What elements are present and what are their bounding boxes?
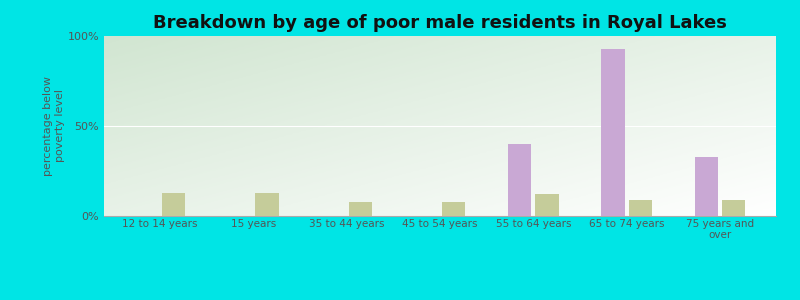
Bar <box>508 144 531 216</box>
Y-axis label: percentage below
poverty level: percentage below poverty level <box>43 76 65 176</box>
Bar <box>535 194 558 216</box>
Bar <box>694 157 718 216</box>
Title: Breakdown by age of poor male residents in Royal Lakes: Breakdown by age of poor male residents … <box>153 14 727 32</box>
Bar <box>255 193 278 216</box>
Bar <box>602 49 625 216</box>
Bar <box>162 193 186 216</box>
Bar <box>442 202 466 216</box>
Bar <box>629 200 652 216</box>
Bar <box>349 202 372 216</box>
Bar <box>722 200 746 216</box>
